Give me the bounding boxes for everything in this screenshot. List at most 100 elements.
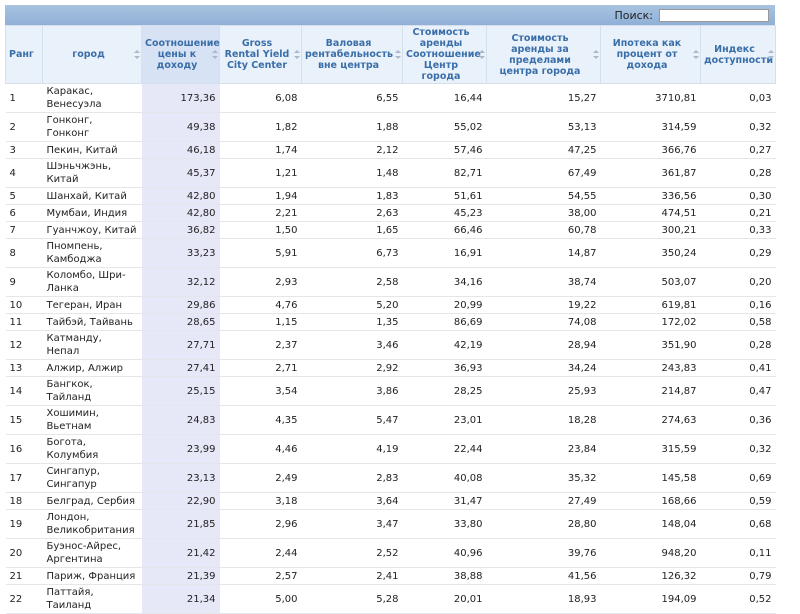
- column-header[interactable]: Стоимость аренды Соотношение Центр город…: [402, 25, 487, 84]
- table-cell: 1,48: [301, 158, 403, 188]
- table-cell: 23,84: [486, 434, 601, 464]
- table-cell: 6,08: [219, 83, 302, 113]
- column-header[interactable]: Индекс доступности: [700, 25, 776, 84]
- table-cell: Гуанчжоу, Китай: [42, 221, 142, 239]
- table-cell: Гонконг, Гонконг: [42, 112, 142, 142]
- column-header[interactable]: Соотношение цены к доходу: [141, 25, 220, 84]
- table-cell: 11: [5, 313, 43, 331]
- table-cell: Богота, Колумбия: [42, 434, 142, 464]
- table-cell: 474,51: [600, 204, 701, 222]
- table-cell: 13: [5, 359, 43, 377]
- table-cell: 25,93: [486, 376, 601, 406]
- table-cell: 300,21: [600, 221, 701, 239]
- table-cell: 0,20: [700, 267, 776, 297]
- column-header[interactable]: Gross Rental Yield City Center: [219, 25, 302, 84]
- search-input[interactable]: [659, 8, 769, 22]
- table-cell: 2,49: [219, 463, 302, 493]
- table-cell: 39,76: [486, 538, 601, 568]
- table-cell: 33,23: [141, 238, 220, 268]
- table-cell: Париж, Франция: [42, 567, 142, 585]
- table-cell: Коломбо, Шри-Ланка: [42, 267, 142, 297]
- table-cell: 1,83: [301, 187, 403, 205]
- table-cell: 4,76: [219, 296, 302, 314]
- table-cell: 22,44: [402, 434, 487, 464]
- table-row: 22 Паттайя, Таиланд 21,34 5,00 5,28 20,01 18,9…: [5, 584, 776, 614]
- header-text: Ипотека как процент от дохода: [612, 38, 682, 71]
- table-cell: 0,41: [700, 359, 776, 377]
- table-cell: Буэнос-Айрес, Аргентина: [42, 538, 142, 568]
- table-cell: Шанхай, Китай: [42, 187, 142, 205]
- table-cell: 0,59: [700, 492, 776, 510]
- column-header[interactable]: Стоимость аренды за пределами центра гор…: [486, 25, 601, 84]
- table-row: 12 Катманду, Непал 27,71 2,37 3,46 42,19 28,94…: [5, 330, 776, 360]
- table-cell: Паттайя, Таиланд: [42, 584, 142, 614]
- table-cell: 20: [5, 538, 43, 568]
- column-header[interactable]: город: [42, 25, 142, 84]
- table-cell: 0,11: [700, 538, 776, 568]
- table-cell: 47,25: [486, 141, 601, 159]
- table-cell: 3,46: [301, 330, 403, 360]
- table-cell: 21,85: [141, 509, 220, 539]
- table-cell: 38,88: [402, 567, 487, 585]
- table-cell: 33,80: [402, 509, 487, 539]
- table-cell: 0,29: [700, 238, 776, 268]
- table-cell: 14: [5, 376, 43, 406]
- table-row: 21 Париж, Франция 21,39 2,57 2,41 38,88 41,56 1…: [5, 567, 776, 585]
- table-cell: 15: [5, 405, 43, 435]
- table-cell: 5: [5, 187, 43, 205]
- table-cell: Мумбаи, Индия: [42, 204, 142, 222]
- table-cell: 2,37: [219, 330, 302, 360]
- table-row: 15 Хошимин, Вьетнам 24,83 4,35 5,47 23,01 18,2…: [5, 405, 776, 435]
- table-cell: 25,15: [141, 376, 220, 406]
- table-cell: 0,30: [700, 187, 776, 205]
- table-cell: 4,46: [219, 434, 302, 464]
- table-cell: 22: [5, 584, 43, 614]
- table-cell: 3,18: [219, 492, 302, 510]
- table-cell: 17: [5, 463, 43, 493]
- table-cell: 3710,81: [600, 83, 701, 113]
- table-cell: 1,88: [301, 112, 403, 142]
- table-cell: 1,15: [219, 313, 302, 331]
- header-text: Валовая рентабельность вне центра: [305, 38, 394, 71]
- table-cell: 27,49: [486, 492, 601, 510]
- table-cell: 28,80: [486, 509, 601, 539]
- column-header[interactable]: Валовая рентабельность вне центра: [301, 25, 403, 84]
- table-cell: 38,74: [486, 267, 601, 297]
- table-row: 8 Пномпень, Камбоджа 33,23 5,91 6,73 16,91 14,…: [5, 238, 776, 268]
- table-cell: 0,27: [700, 141, 776, 159]
- table-cell: Пекин, Китай: [42, 141, 142, 159]
- search-label: Поиск:: [614, 8, 653, 22]
- table-cell: 16,44: [402, 83, 487, 113]
- table-cell: 19,22: [486, 296, 601, 314]
- table-cell: 5,00: [219, 584, 302, 614]
- table-cell: 3,64: [301, 492, 403, 510]
- table-cell: 2,71: [219, 359, 302, 377]
- column-header[interactable]: Ипотека как процент от дохода: [600, 25, 701, 84]
- table-cell: 3,86: [301, 376, 403, 406]
- table-cell: 66,46: [402, 221, 487, 239]
- table-cell: 0,47: [700, 376, 776, 406]
- table-cell: 2,41: [301, 567, 403, 585]
- table-cell: 2,92: [301, 359, 403, 377]
- table-cell: 9: [5, 267, 43, 297]
- table-cell: Шэньчжэнь, Китай: [42, 158, 142, 188]
- table-cell: 14,87: [486, 238, 601, 268]
- table-cell: 1,50: [219, 221, 302, 239]
- table-cell: 194,09: [600, 584, 701, 614]
- table-cell: 22,90: [141, 492, 220, 510]
- table-cell: Белград, Сербия: [42, 492, 142, 510]
- table-cell: 0,32: [700, 112, 776, 142]
- table-cell: 0,52: [700, 584, 776, 614]
- table-cell: 74,08: [486, 313, 601, 331]
- table-cell: 20,01: [402, 584, 487, 614]
- table-cell: 503,07: [600, 267, 701, 297]
- table-cell: 18,93: [486, 584, 601, 614]
- table-cell: 38,00: [486, 204, 601, 222]
- table-cell: 49,38: [141, 112, 220, 142]
- table-cell: 10: [5, 296, 43, 314]
- column-header[interactable]: Ранг: [5, 25, 43, 84]
- table-cell: 1: [5, 83, 43, 113]
- table-cell: Тайбэй, Тайвань: [42, 313, 142, 331]
- table-row: 7 Гуанчжоу, Китай 36,82 1,50 1,65 66,46 60,78 3…: [5, 221, 776, 239]
- table-cell: 34,16: [402, 267, 487, 297]
